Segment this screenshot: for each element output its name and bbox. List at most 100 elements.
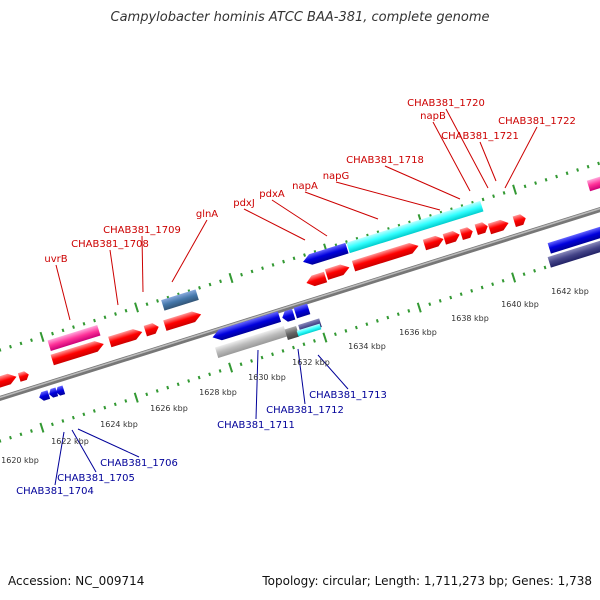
tick-label-9: 1638 kbp bbox=[451, 314, 489, 323]
tick-label-10: 1640 kbp bbox=[501, 300, 539, 309]
upper-ring-tick bbox=[544, 177, 548, 182]
gene-pdxA bbox=[324, 264, 350, 280]
label-napA: napA bbox=[292, 181, 318, 192]
lower-ring-tick bbox=[82, 412, 86, 417]
upper-ring-tick bbox=[555, 174, 559, 179]
gene-CHAB381_1722 bbox=[586, 174, 600, 192]
map-title: Campylobacter hominis ATCC BAA-381, comp… bbox=[110, 10, 490, 25]
upper-ring-tick bbox=[198, 285, 201, 290]
lower-ring-tick bbox=[449, 295, 453, 300]
upper-ring-tick bbox=[565, 171, 569, 176]
upper-ring-tick bbox=[228, 272, 234, 284]
upper-ring-tick bbox=[523, 184, 527, 189]
gene-uvrB bbox=[47, 325, 101, 351]
gene-napB bbox=[442, 231, 460, 245]
lower-ring-tick bbox=[155, 389, 159, 393]
upper-ring-tick bbox=[134, 302, 139, 313]
lower-ring-tick bbox=[344, 329, 348, 333]
lower-ring-tick bbox=[365, 322, 369, 327]
lower-ring-tick bbox=[92, 409, 96, 413]
upper-ring-tick bbox=[512, 184, 518, 195]
gene-CHAB381_1704-c bbox=[56, 385, 66, 396]
lower-ring-tick bbox=[322, 332, 328, 343]
lower-ring-tick bbox=[271, 352, 274, 357]
lower-ring-tick bbox=[533, 269, 537, 273]
upper-ring-tick bbox=[30, 338, 33, 343]
label-CHAB381_1708: CHAB381_1708 bbox=[71, 239, 149, 250]
gene-red-c bbox=[487, 219, 509, 235]
leader-napA bbox=[304, 191, 379, 220]
label-CHAB381_1713: CHAB381_1713 bbox=[309, 390, 387, 401]
lower-ring-tick bbox=[197, 375, 201, 380]
lower-ring-tick bbox=[260, 355, 264, 360]
lower-ring-tick bbox=[459, 292, 463, 297]
lower-ring-tick bbox=[313, 339, 316, 343]
upper-ring-tick bbox=[124, 308, 128, 313]
gene-CHAB381_1709 bbox=[143, 323, 159, 337]
lower-ring-tick bbox=[480, 285, 484, 290]
lower-ring-tick bbox=[250, 359, 253, 363]
label-napG: napG bbox=[323, 171, 350, 182]
leader-CHAB381_1712 bbox=[297, 348, 306, 405]
lower-ring-tick bbox=[438, 299, 442, 303]
gene-CHAB381_1721 bbox=[474, 222, 488, 236]
label-CHAB381_1705: CHAB381_1705 bbox=[57, 473, 135, 484]
upper-ring-tick bbox=[534, 181, 538, 185]
lower-ring-tick bbox=[491, 282, 495, 287]
tick-label-2: 1624 kbp bbox=[100, 420, 138, 429]
gene-red-left-small bbox=[17, 371, 29, 382]
lower-ring-tick bbox=[9, 435, 12, 440]
leader-CHAB381_1704 bbox=[54, 431, 65, 486]
tick-label-4: 1628 kbp bbox=[199, 388, 237, 397]
label-CHAB381_1709: CHAB381_1709 bbox=[103, 225, 181, 236]
upper-ring-tick bbox=[303, 253, 306, 257]
upper-ring-tick bbox=[156, 299, 159, 303]
leader-glnA bbox=[171, 219, 208, 283]
lower-ring-tick bbox=[511, 272, 517, 283]
upper-ring-tick bbox=[250, 269, 254, 274]
upper-ring-tick bbox=[219, 279, 222, 284]
gene-red-d bbox=[512, 214, 526, 228]
gene-CHAB381_1720 bbox=[459, 227, 473, 241]
lower-ring-tick bbox=[281, 349, 285, 353]
gene-CHAB381_1704-b bbox=[49, 387, 59, 398]
lower-ring-tick bbox=[176, 382, 180, 387]
leader-CHAB381_1706 bbox=[77, 428, 140, 458]
label-CHAB381_1722: CHAB381_1722 bbox=[498, 116, 576, 127]
gene-CHAB381_1704 bbox=[39, 390, 51, 401]
leader-pdxJ bbox=[243, 208, 306, 241]
lower-ring-tick bbox=[386, 315, 390, 320]
leader-napG bbox=[335, 181, 441, 211]
lower-ring-tick bbox=[103, 405, 107, 410]
upper-ring-tick bbox=[282, 259, 285, 264]
leader-CHAB381_1709 bbox=[141, 235, 144, 293]
lower-ring-tick bbox=[501, 279, 505, 283]
backbone-line bbox=[0, 206, 600, 402]
leader-napB bbox=[432, 121, 471, 192]
lower-ring-tick bbox=[124, 399, 128, 403]
leader-CHAB381_1711 bbox=[255, 349, 259, 420]
lower-ring-tick bbox=[19, 432, 23, 437]
upper-ring-tick bbox=[597, 161, 600, 166]
upper-ring-tick bbox=[481, 197, 485, 202]
lower-ring-tick bbox=[292, 345, 295, 350]
label-CHAB381_1711: CHAB381_1711 bbox=[217, 420, 295, 431]
gene-CHAB381_1708 bbox=[108, 329, 143, 348]
upper-ring-tick bbox=[240, 272, 243, 277]
leader-CHAB381_1708 bbox=[109, 249, 119, 306]
lower-ring-tick bbox=[187, 379, 191, 383]
label-CHAB381_1720: CHAB381_1720 bbox=[407, 98, 485, 109]
tick-label-6: 1632 kbp bbox=[292, 358, 330, 367]
leader-CHAB381_1721 bbox=[479, 141, 497, 182]
leader-uvrB bbox=[55, 264, 71, 321]
lower-ring-tick bbox=[228, 362, 234, 373]
genome-backbone bbox=[0, 206, 600, 402]
upper-ring-tick bbox=[576, 168, 580, 172]
gene-pdxJ bbox=[303, 242, 349, 265]
label-glnA: glnA bbox=[196, 209, 218, 220]
lower-ring-tick bbox=[145, 392, 149, 397]
tick-label-1: 1622 kbp bbox=[51, 437, 89, 446]
gene-napA bbox=[346, 200, 484, 254]
lower-ring-tick bbox=[113, 402, 117, 407]
upper-ring-tick bbox=[502, 191, 506, 195]
